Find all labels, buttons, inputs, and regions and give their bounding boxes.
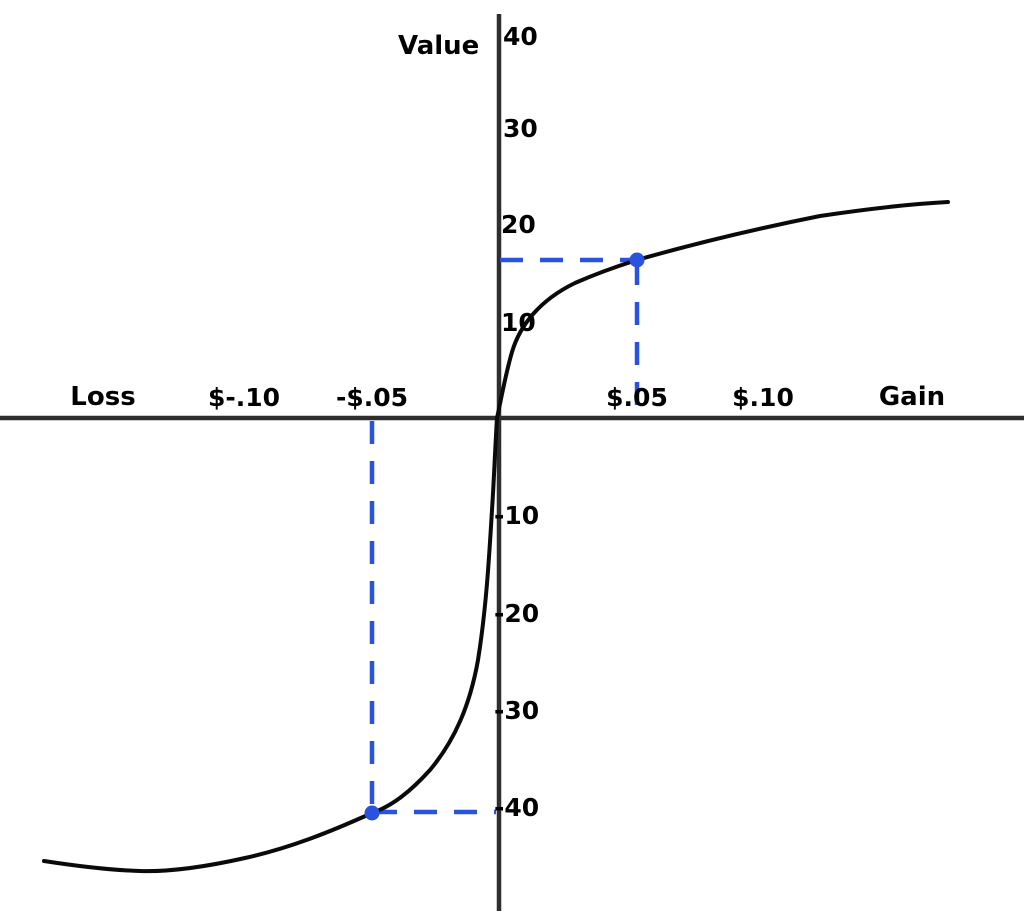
gain-data-point: [629, 252, 645, 268]
x-axis-label-loss: Loss: [70, 382, 136, 412]
value-curve-loss-branch: [42, 416, 499, 874]
y-tick-label-neg-20: -20: [494, 599, 540, 628]
y-tick-label-30: 30: [503, 114, 538, 143]
loss-data-point: [364, 805, 380, 821]
y-tick-label-neg-10: -10: [494, 501, 540, 530]
x-tick-label-pos-5c: $.05: [606, 383, 668, 412]
x-tick-label-pos-10c: $.10: [732, 383, 794, 412]
y-tick-label-neg-30: -30: [494, 696, 540, 725]
x-tick-label-neg-5c: -$.05: [335, 383, 409, 412]
y-tick-label-40: 40: [503, 22, 538, 51]
y-tick-label-neg-40: -40: [494, 793, 540, 822]
x-axis-label-gain: Gain: [878, 382, 946, 412]
x-tick-label-neg-10c: $-.10: [207, 383, 281, 412]
y-axis-title: Value: [398, 31, 480, 61]
y-tick-label-20: 20: [501, 210, 536, 239]
y-tick-label-10: 10: [501, 308, 536, 337]
